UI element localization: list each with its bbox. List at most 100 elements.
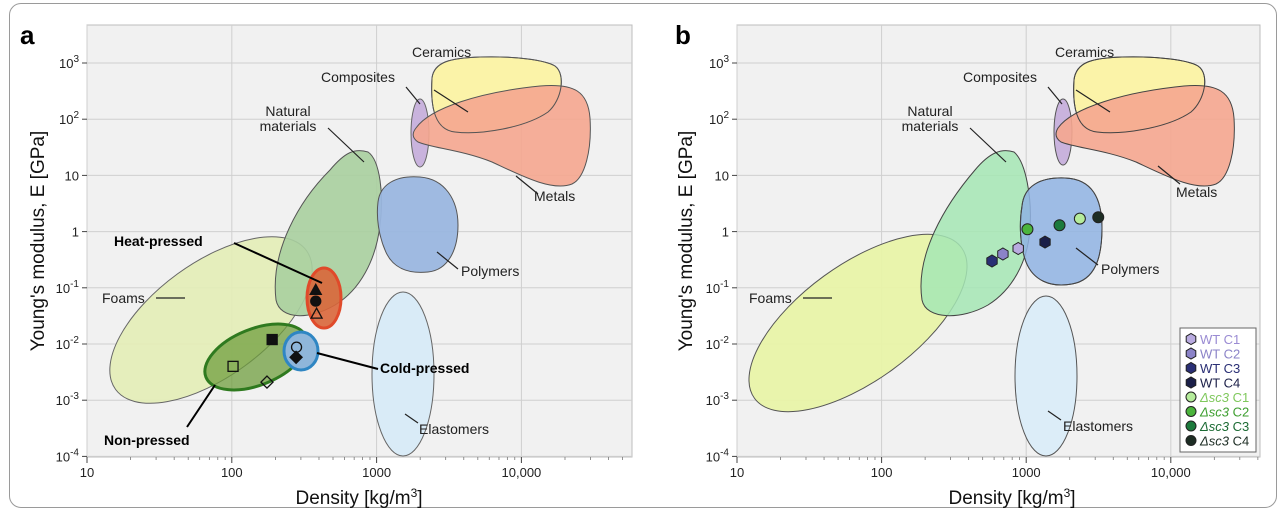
legend-marker	[1185, 406, 1197, 417]
point-diamond-open	[260, 375, 274, 390]
y-tick-label: 102	[59, 110, 79, 127]
y-tick-label: 102	[709, 110, 729, 127]
leader-elastomers-b	[1047, 410, 1062, 421]
leader-ceramics-b	[1075, 89, 1111, 113]
legend-label: Δsc3 C4	[1199, 434, 1249, 449]
leader-heat-pressed	[233, 242, 323, 284]
label-composites-b: Composites	[963, 69, 1037, 85]
label-non-pressed: Non-pressed	[104, 432, 190, 448]
panel-a-label: a	[20, 20, 35, 50]
label-composites-a: Composites	[321, 69, 395, 85]
panel-a-ylabel: Young's modulus, E [GPa]	[28, 131, 49, 352]
label-foams-b: Foams	[749, 290, 792, 306]
legend-marker	[1185, 376, 1197, 389]
y-tick-label: 10-1	[706, 279, 730, 296]
region-metals-b	[1055, 84, 1235, 187]
y-tick-label: 103	[59, 54, 79, 71]
label-natural-a-1: Natural	[265, 103, 310, 119]
region-elastomers-a	[371, 291, 435, 457]
label-cold-pressed: Cold-pressed	[380, 360, 469, 376]
legend-marker	[1185, 347, 1197, 360]
legend-marker	[1185, 391, 1197, 403]
region-ceramics-a-outline	[431, 56, 562, 134]
label-elastomers-a: Elastomers	[419, 421, 489, 437]
point-triangle-open	[309, 306, 324, 319]
point-circle-filled	[310, 295, 322, 307]
region-polymers-a	[376, 176, 459, 273]
legend-marker	[1185, 435, 1197, 446]
region-elastomers-b	[1014, 295, 1078, 457]
y-tick-label: 10-2	[56, 335, 80, 352]
panel-b-label: b	[675, 20, 691, 50]
leader-metals-b	[1157, 165, 1181, 185]
legend-marker	[1185, 361, 1197, 375]
leader-cold-pressed	[316, 352, 379, 370]
point-square-open	[227, 360, 239, 373]
label-heat-pressed: Heat-pressed	[114, 233, 203, 249]
x-tick-label: 100	[871, 465, 893, 480]
point-square-filled	[266, 333, 278, 346]
legend-label: Δsc3 C1	[1199, 390, 1249, 405]
label-metals-a: Metals	[534, 188, 575, 204]
leader-natural-a	[327, 127, 365, 163]
label-metals-b: Metals	[1176, 184, 1217, 200]
group-heat-pressed-ellipse	[305, 266, 343, 330]
leader-polymers-b	[1075, 247, 1099, 266]
leader-ceramics-a	[433, 89, 469, 113]
panel-b-ylabel: Young's modulus, E [GPa]	[676, 131, 697, 352]
point-dsc3	[1021, 223, 1034, 236]
label-natural-b-2: materials	[902, 118, 959, 134]
leader-metals-a	[515, 175, 539, 195]
x-tick-label: 10,000	[1151, 465, 1191, 480]
legend-label: WT C3	[1200, 361, 1240, 376]
x-tick-label: 100	[221, 465, 243, 480]
label-elastomers-b: Elastomers	[1063, 418, 1133, 434]
leader-composites-b	[1047, 86, 1063, 105]
y-tick-label: 10-1	[56, 279, 80, 296]
y-tick-label: 10-2	[706, 335, 730, 352]
point-dsc3	[1073, 212, 1086, 225]
point-wt	[1012, 241, 1024, 256]
legend-label: WT C2	[1200, 347, 1240, 362]
y-tick-label: 103	[709, 54, 729, 71]
figure-frame	[9, 3, 1277, 508]
region-metals-a	[412, 84, 591, 187]
label-ceramics-a: Ceramics	[412, 44, 471, 60]
x-tick-label: 10	[80, 465, 94, 480]
y-tick-label: 10-3	[56, 391, 80, 408]
leader-composites-a	[405, 86, 421, 105]
panel-b-ticks: 10 100 1000 10,000 10-4 10-3 10-2 10-1 1 10 102 103	[706, 54, 1259, 480]
x-tick-label: 1000	[1012, 465, 1041, 480]
label-natural-a-2: materials	[260, 118, 317, 134]
legend-marker	[1185, 420, 1197, 432]
panel-b-points	[986, 211, 1105, 268]
point-triangle-filled	[309, 283, 323, 296]
panel-a-ticks: 10 100 1000 10,000 10-4 10-3 10-2 10-1 1 10 102 103	[56, 54, 624, 480]
leader-elastomers-a	[404, 413, 419, 424]
x-tick-label: 10,000	[502, 465, 542, 480]
panel-b: b Ceramics Composites Natural materials …	[675, 20, 1261, 509]
label-foams-a: Foams	[102, 290, 145, 306]
leader-natural-b	[969, 127, 1007, 163]
y-tick-label: 1	[722, 225, 729, 240]
panel-b-xlabel: Density [kg/m3]	[948, 486, 1075, 509]
legend-label: Δsc3 C2	[1199, 405, 1249, 420]
point-diamond-filled	[289, 350, 304, 365]
label-ceramics-b: Ceramics	[1055, 44, 1114, 60]
group-cold-pressed-ellipse	[282, 330, 320, 372]
y-tick-label: 10-4	[56, 447, 80, 464]
legend-marker	[1185, 332, 1197, 346]
region-natural-materials-b	[920, 150, 1031, 317]
point-dsc3	[1053, 219, 1066, 232]
y-tick-label: 10	[65, 168, 79, 183]
x-tick-label: 10	[730, 465, 744, 480]
label-polymers-b: Polymers	[1101, 261, 1159, 277]
label-polymers-a: Polymers	[461, 263, 519, 279]
panel-a: a Ceramics Composites Natural materials	[20, 20, 633, 509]
point-wt	[997, 247, 1009, 261]
region-ceramics-b-outline	[1073, 56, 1206, 134]
y-tick-label: 10	[715, 168, 729, 183]
leader-non-pressed	[186, 384, 216, 428]
